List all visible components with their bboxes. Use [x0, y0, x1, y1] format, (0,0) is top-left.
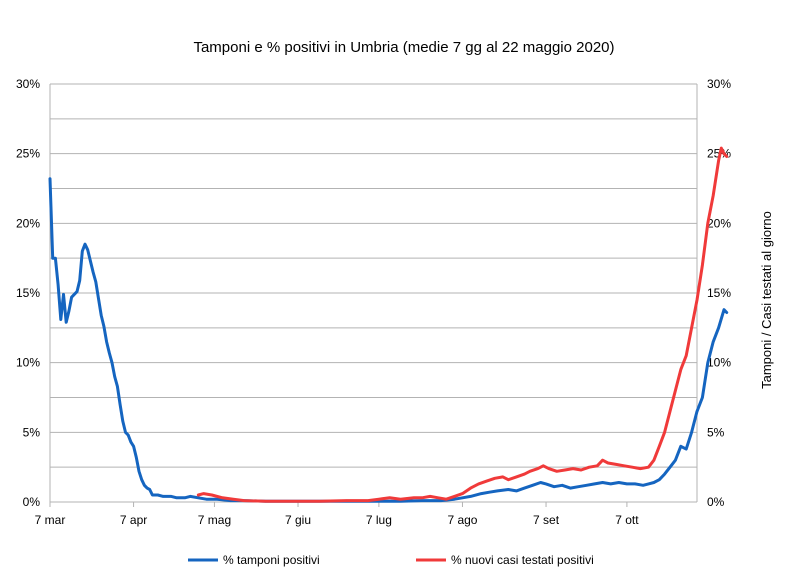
y-tick-label-right: 0%	[707, 495, 725, 509]
legend-label-tamponi: % tamponi positivi	[223, 553, 320, 567]
legend: % tamponi positivi % nuovi casi testati …	[188, 553, 594, 567]
series-line-nuovi-casi-positivi	[196, 146, 729, 503]
y-tick-label-right: 15%	[707, 286, 731, 300]
grid-lines	[50, 83, 697, 503]
x-tick-label: 7 lug	[366, 513, 392, 527]
y-tick-label-left: 5%	[23, 425, 41, 439]
legend-label-nuovi-casi: % nuovi casi testati positivi	[451, 553, 594, 567]
y-tick-label-right: 5%	[707, 425, 725, 439]
series-group	[48, 146, 729, 503]
x-tick-label: 7 apr	[120, 513, 147, 527]
x-axis-labels: 7 mar 7 apr 7 mag 7 giu 7 lug 7 ago 7 set 7 ott	[35, 502, 639, 527]
x-tick-label: 7 ott	[615, 513, 639, 527]
x-tick-label: 7 set	[533, 513, 560, 527]
y-tick-label-left: 0%	[23, 495, 41, 509]
y-axis-right-title: Tamponi / Casi testati al giorno	[759, 211, 774, 389]
x-tick-label: 7 mar	[35, 513, 66, 527]
y-tick-label-left: 15%	[16, 286, 40, 300]
y-tick-label-right: 30%	[707, 77, 731, 91]
chart-title: Tamponi e % positivi in Umbria (medie 7 …	[193, 39, 614, 56]
y-axis-left-labels: 0% 5% 10% 15% 20% 25% 30%	[16, 77, 40, 509]
x-tick-label: 7 mag	[198, 513, 231, 527]
y-tick-label-left: 20%	[16, 216, 40, 230]
x-tick-label: 7 ago	[447, 513, 477, 527]
y-tick-label-right: 20%	[707, 216, 731, 230]
y-tick-label-left: 25%	[16, 147, 40, 161]
y-axis-right-labels: 0%5%10%15%20%25%30%	[707, 77, 731, 509]
y-tick-label-left: 30%	[16, 77, 40, 91]
y-tick-label-right: 10%	[707, 356, 731, 370]
series-line-tamponi-positivi	[48, 177, 729, 503]
x-tick-label: 7 giu	[285, 513, 311, 527]
y-tick-label-left: 10%	[16, 356, 40, 370]
